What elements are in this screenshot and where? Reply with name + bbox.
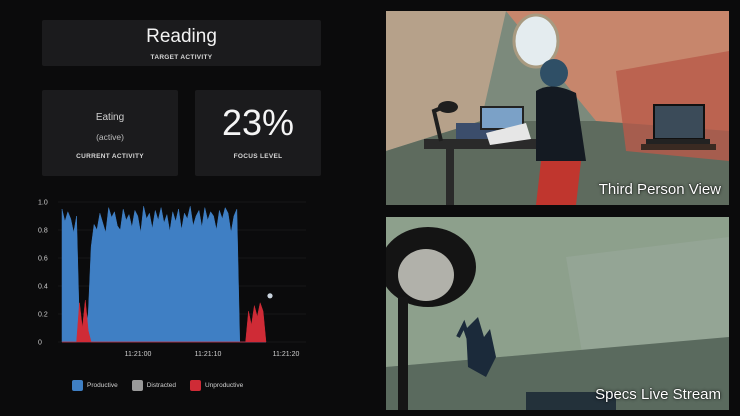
x-tick-label: 11:21:20 bbox=[273, 351, 300, 358]
specs-live-stream-video[interactable]: Specs Live Stream bbox=[386, 217, 729, 410]
y-tick-label: 1.0 bbox=[38, 200, 48, 207]
current-activity-card: Eating (active) CURRENT ACTIVITY bbox=[42, 90, 178, 176]
series-area-unproductive bbox=[62, 299, 267, 343]
legend-swatch-unproductive bbox=[189, 379, 201, 391]
target-activity-value: Reading bbox=[146, 26, 217, 47]
focus-level-card: 23% FOCUS LEVEL bbox=[195, 90, 321, 176]
current-activity-state: (active) bbox=[96, 132, 124, 142]
legend-swatch-productive bbox=[72, 379, 83, 391]
legend-label-productive: Productive bbox=[87, 381, 118, 389]
y-tick-label: 0.4 bbox=[38, 284, 48, 291]
legend-item-distracted[interactable]: Distracted bbox=[131, 379, 176, 391]
current-activity-caption: CURRENT ACTIVITY bbox=[76, 153, 144, 160]
third-person-scene bbox=[386, 11, 729, 205]
current-value-marker bbox=[267, 293, 273, 299]
target-activity-caption: TARGET ACTIVITY bbox=[150, 54, 213, 61]
specs-stream-scene bbox=[386, 217, 729, 410]
activity-chart: 0 0.2 0.4 0.6 0.8 1.0 11:21:00 11:21:10 11:21:20 bbox=[38, 200, 306, 358]
y-tick-label: 0.2 bbox=[38, 312, 48, 319]
x-tick-label: 11:21:00 bbox=[125, 351, 152, 358]
series-area-productive bbox=[61, 206, 266, 343]
focus-level-caption: FOCUS LEVEL bbox=[233, 153, 283, 160]
specs-live-stream-label: Specs Live Stream bbox=[595, 386, 721, 403]
third-person-video[interactable]: Third Person View bbox=[386, 11, 729, 205]
current-activity-value: Eating bbox=[95, 112, 125, 123]
legend-label-unproductive: Unproductive bbox=[204, 381, 244, 389]
target-activity-card: Reading TARGET ACTIVITY bbox=[42, 20, 321, 66]
legend-item-productive[interactable]: Productive bbox=[72, 379, 118, 391]
y-tick-label: 0.8 bbox=[38, 228, 48, 235]
legend-label-distracted: Distracted bbox=[146, 381, 176, 389]
chart-legend: Productive Distracted Unproductive bbox=[72, 378, 257, 392]
y-tick-label: 0 bbox=[38, 340, 42, 347]
y-tick-label: 0.6 bbox=[38, 256, 48, 263]
x-tick-label: 11:21:10 bbox=[195, 351, 222, 358]
third-person-video-label: Third Person View bbox=[598, 181, 721, 198]
focus-level-value: 23% bbox=[221, 102, 295, 143]
legend-item-unproductive[interactable]: Unproductive bbox=[189, 379, 244, 391]
legend-swatch-distracted bbox=[131, 379, 143, 391]
